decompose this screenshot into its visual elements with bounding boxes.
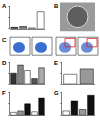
svg-text:A: A xyxy=(2,3,7,9)
svg-text:D: D xyxy=(2,60,7,66)
svg-text:G: G xyxy=(54,90,59,96)
svg-text:C: C xyxy=(2,37,7,43)
svg-text:F: F xyxy=(2,90,6,96)
svg-text:B: B xyxy=(54,3,59,9)
svg-text:E: E xyxy=(54,60,58,66)
